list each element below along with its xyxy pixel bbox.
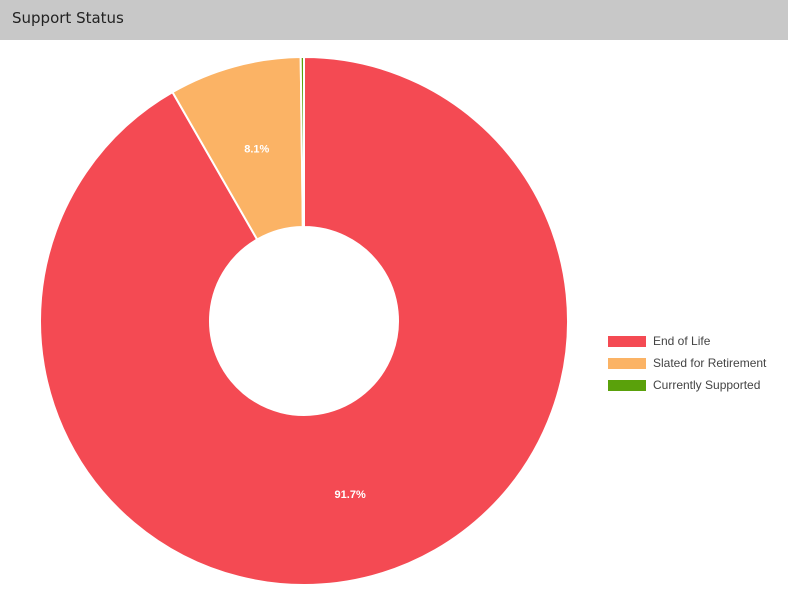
- panel-header: Support Status: [0, 0, 788, 40]
- donut-slices: [39, 55, 569, 586]
- donut-slice-currently-supported[interactable]: [299, 55, 305, 229]
- legend-label: Slated for Retirement: [653, 356, 767, 370]
- data-label-slated-for-retirement: 8.1%: [244, 143, 269, 155]
- legend-item-end-of-life[interactable]: End of Life: [608, 330, 766, 352]
- legend-label: Currently Supported: [653, 378, 761, 392]
- panel-title: Support Status: [12, 9, 124, 27]
- legend-label: End of Life: [653, 334, 711, 348]
- chart-legend: End of Life Slated for Retirement Curren…: [608, 330, 766, 396]
- data-label-end-of-life: 91.7%: [335, 489, 366, 501]
- donut-slice-end-of-life[interactable]: [39, 55, 569, 586]
- legend-item-slated-for-retirement[interactable]: Slated for Retirement: [608, 352, 766, 374]
- legend-swatch: [608, 335, 646, 347]
- legend-swatch: [608, 357, 646, 369]
- donut-data-labels: 91.7% 8.1%: [244, 143, 366, 501]
- legend-item-currently-supported[interactable]: Currently Supported: [608, 374, 766, 396]
- legend-swatch: [608, 379, 646, 391]
- donut-chart: 91.7% 8.1%: [39, 55, 569, 586]
- chart-area: 91.7% 8.1% End of Life Slated for Retirem…: [0, 40, 788, 600]
